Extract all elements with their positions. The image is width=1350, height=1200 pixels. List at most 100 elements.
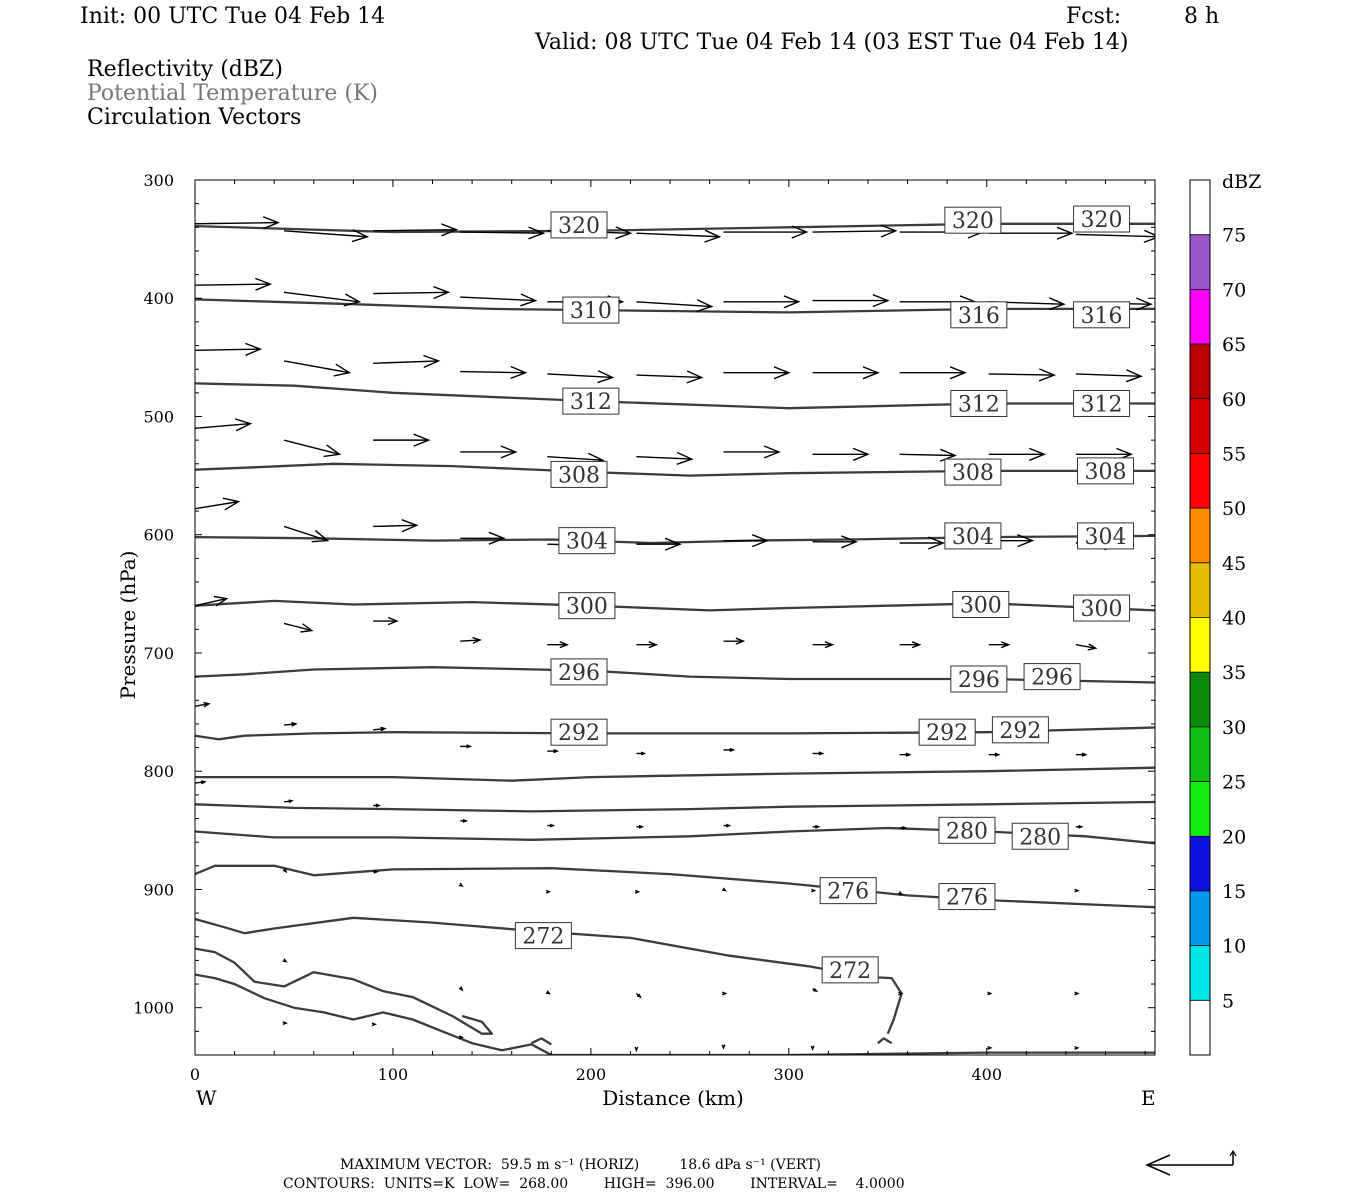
circulation-vector — [812, 535, 858, 549]
circulation-vector — [283, 439, 342, 458]
circulation-vector — [195, 497, 241, 511]
circulation-vector — [195, 418, 253, 432]
colorbar-label: 60 — [1222, 389, 1246, 411]
circulation-vector — [460, 636, 482, 644]
circulation-vector — [373, 803, 382, 808]
contour-label-layer: 320 320 320 310 316 316 312 312 312 308 308 308 304 3… — [514, 205, 1135, 984]
colorbar-swatch — [1190, 344, 1210, 399]
x-tick-label: 300 — [774, 1065, 805, 1084]
circulation-vector — [284, 721, 298, 727]
contour-label: 276 — [946, 886, 988, 911]
circulation-vector — [458, 882, 464, 887]
circulation-vector — [1075, 752, 1088, 757]
colorbar-label: 20 — [1222, 826, 1246, 848]
circulation-vector — [283, 525, 330, 543]
colorbar-swatch — [1190, 562, 1210, 618]
colorbar-label: 50 — [1222, 498, 1246, 520]
contour-label-box — [1073, 389, 1131, 417]
contour-label: 280 — [1019, 825, 1061, 850]
theta-contour-unlabeled — [877, 1037, 893, 1045]
contour-label-box — [514, 922, 572, 950]
circulation-vector — [636, 370, 704, 384]
colorbar-label: 35 — [1222, 662, 1246, 684]
theta-contour-308 — [195, 462, 1155, 477]
circulation-vector — [283, 291, 362, 307]
circulation-vector — [899, 641, 922, 649]
contour-label-box — [1073, 301, 1131, 329]
colorbar-swatch — [1190, 781, 1210, 837]
circulation-vector — [721, 991, 728, 996]
contour-label-box — [950, 389, 1008, 417]
colorbar-swatch — [1190, 453, 1210, 509]
forecast-hour: 8 h — [1184, 4, 1220, 29]
contour-label: 292 — [999, 719, 1041, 744]
contour-label-box — [950, 301, 1008, 329]
circulation-vector — [282, 1021, 289, 1026]
circulation-vector — [458, 986, 464, 992]
circulation-vector — [898, 991, 904, 996]
circulation-vector — [1075, 229, 1155, 243]
x-axis-label: Distance (km) — [602, 1086, 744, 1110]
circulation-vector — [636, 299, 714, 313]
contour-label: 316 — [1081, 304, 1123, 329]
contour-label-box — [950, 665, 1008, 693]
colorbar-swatch — [1190, 1000, 1210, 1055]
x-tick-label: 0 — [190, 1065, 200, 1084]
circulation-vector — [195, 342, 263, 356]
contour-label: 276 — [827, 880, 869, 905]
colorbar-swatch — [1190, 672, 1210, 727]
circulation-vector — [373, 433, 431, 447]
circulation-vector — [635, 992, 642, 999]
theta-contour-316 — [195, 298, 1155, 314]
y-tick-label: 700 — [143, 644, 174, 663]
contour-label-box — [952, 590, 1010, 618]
circulation-vector — [373, 285, 451, 300]
contour-label: 300 — [1081, 597, 1123, 622]
circulation-vector — [460, 445, 518, 459]
theta-contour-280 — [195, 826, 1155, 845]
contour-label-box — [938, 883, 996, 911]
contour-label: 292 — [558, 721, 600, 746]
circulation-vector — [899, 536, 946, 550]
contour-label: 312 — [570, 390, 612, 415]
circulation-vector — [373, 869, 379, 874]
colorbar-swatch — [1190, 398, 1210, 454]
circulation-vector — [373, 519, 419, 533]
theta-contour-272 — [195, 916, 903, 1035]
circulation-vector — [899, 826, 908, 830]
theta-contour-layer — [195, 222, 1155, 1055]
circulation-vector — [812, 224, 898, 238]
circulation-vector — [812, 641, 835, 649]
colorbar-swatch — [1190, 836, 1210, 891]
circulation-vector — [547, 370, 615, 384]
circulation-vector — [284, 229, 370, 243]
colorbar-label: 55 — [1222, 443, 1246, 465]
circulation-vector — [723, 445, 781, 459]
valid-time: Valid: 08 UTC Tue 04 Feb 14 (03 EST Tue … — [535, 30, 1129, 55]
theta-contour-320 — [195, 222, 1155, 234]
contour-label: 316 — [958, 304, 1000, 329]
circulation-vector — [547, 641, 569, 649]
contour-label-box — [550, 718, 608, 746]
contour-label-box — [558, 592, 616, 620]
circulation-vector — [723, 534, 769, 548]
circulation-vector-layer — [195, 216, 1155, 1053]
colorbar-swatch — [1190, 180, 1210, 235]
contour-label: 304 — [1085, 525, 1127, 550]
theta-contour-unlabeled — [195, 973, 552, 1055]
y-tick-label: 1000 — [133, 999, 174, 1018]
circulation-vector — [811, 888, 817, 893]
circulation-vector — [812, 447, 870, 461]
circulation-vector — [282, 868, 288, 874]
colorbar-label: 40 — [1222, 608, 1246, 630]
contour-label-box — [1073, 205, 1131, 233]
circulation-vector — [283, 622, 314, 633]
circulation-vector — [988, 368, 1056, 382]
colorbar-swatch — [1190, 508, 1210, 563]
circulation-vector — [283, 799, 294, 804]
circulation-vector — [460, 744, 472, 749]
theta-contour-312 — [195, 382, 1155, 410]
contour-label-box — [944, 458, 1002, 486]
circulation-vector — [636, 451, 694, 465]
contour-label-box — [562, 296, 620, 324]
